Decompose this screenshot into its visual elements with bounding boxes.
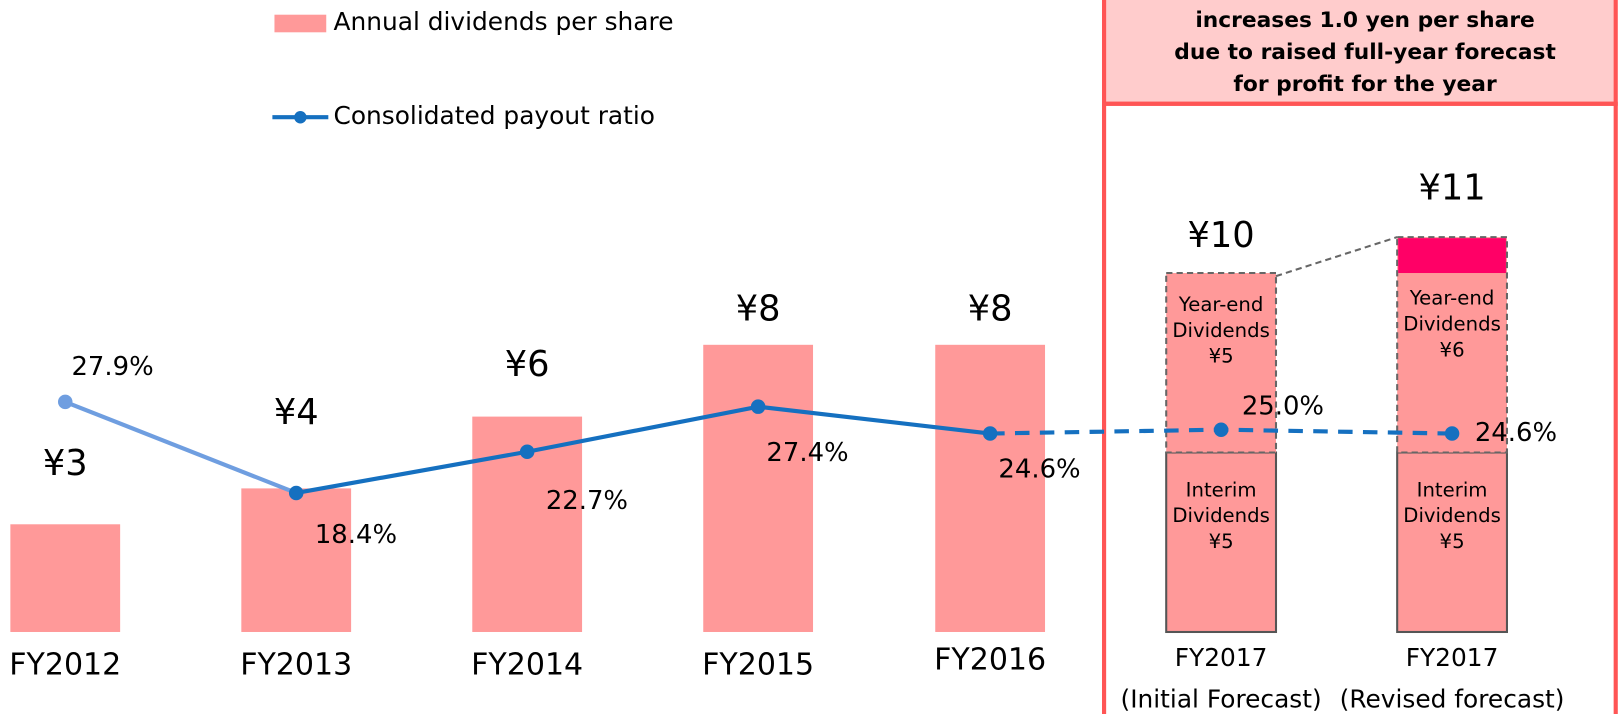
line-value-label: 27.4% bbox=[766, 438, 848, 468]
interim-label: Interim Dividends bbox=[1403, 478, 1501, 528]
year-end-label: Year-end Dividends bbox=[1172, 293, 1270, 343]
line-point bbox=[519, 444, 535, 459]
annotation-line: for profit for the year bbox=[1233, 72, 1497, 97]
x-tick-label: FY2014 bbox=[471, 648, 583, 683]
annotation-line: increases 1.0 yen per share bbox=[1195, 8, 1535, 33]
year-end-label: Year-end Dividends bbox=[1403, 286, 1501, 336]
year-end-value-box: ¥5 bbox=[1208, 345, 1234, 369]
line-point bbox=[1444, 426, 1460, 441]
line-point bbox=[58, 394, 73, 410]
line-point bbox=[288, 485, 304, 501]
x-tick-label: FY2015 bbox=[702, 648, 814, 683]
bar bbox=[703, 344, 814, 632]
legend-label: Annual dividends per share bbox=[334, 7, 674, 36]
x-tick-label: (Initial Forecast) bbox=[1121, 684, 1322, 713]
interim-segment bbox=[1165, 451, 1278, 634]
bar-value-label: ¥8 bbox=[736, 289, 781, 330]
interim-value-box: ¥5 bbox=[1439, 530, 1465, 553]
bar-value-label: ¥3 bbox=[43, 443, 88, 484]
bar-value-label: ¥10 bbox=[1188, 215, 1255, 256]
line-value-label: 24.6% bbox=[1475, 418, 1557, 448]
interim-label-box: Interim Dividends bbox=[1172, 478, 1270, 528]
year-end-value-box: ¥6 bbox=[1439, 338, 1465, 362]
bar-value-label: ¥8 bbox=[968, 289, 1013, 330]
line-point bbox=[1213, 422, 1229, 437]
line-segment bbox=[295, 404, 991, 496]
interim-value: ¥5 bbox=[1208, 530, 1234, 553]
x-tick-label: FY2017 bbox=[1406, 643, 1499, 672]
line-value-label: 18.4% bbox=[315, 520, 397, 550]
bar bbox=[10, 524, 121, 632]
interim-value: ¥5 bbox=[1439, 530, 1465, 553]
interim-value-box: ¥5 bbox=[1208, 530, 1234, 553]
line-value-label: 25.0% bbox=[1242, 391, 1324, 421]
x-tick-label: FY2017 bbox=[1175, 643, 1268, 672]
interim-segment bbox=[1396, 451, 1508, 634]
annotation-box bbox=[1102, 0, 1618, 106]
line-value-label: 27.9% bbox=[71, 352, 153, 382]
line-point bbox=[750, 399, 766, 414]
legend-label: Consolidated payout ratio bbox=[334, 101, 656, 130]
year-end-segment bbox=[1396, 236, 1508, 454]
interim-label-box: Interim Dividends bbox=[1403, 478, 1501, 528]
bar-value-label: ¥4 bbox=[274, 392, 319, 433]
x-tick-label: FY2012 bbox=[9, 648, 121, 683]
year-end-label-box: Year-end Dividends bbox=[1172, 293, 1270, 343]
year-end-value: ¥5 bbox=[1208, 345, 1234, 369]
increase-segment bbox=[1398, 238, 1506, 274]
connector bbox=[1275, 236, 1398, 278]
interim-label: Interim Dividends bbox=[1172, 478, 1270, 528]
line-value-label: 22.7% bbox=[546, 486, 628, 516]
year-end-value: ¥6 bbox=[1439, 338, 1465, 362]
bar bbox=[935, 344, 1046, 632]
bar-value-label: ¥11 bbox=[1418, 167, 1485, 208]
bar bbox=[241, 488, 352, 632]
x-tick-label: FY2016 bbox=[934, 642, 1046, 677]
bar-value-label: ¥6 bbox=[505, 344, 550, 385]
annotation-line: due to raised full-year forecast bbox=[1174, 40, 1556, 65]
line-segment bbox=[64, 399, 297, 495]
line-value-label: 24.6% bbox=[998, 454, 1080, 484]
forecast-frame bbox=[1102, 101, 1618, 714]
legend-swatch bbox=[294, 111, 307, 124]
year-end-label-box: Year-end Dividends bbox=[1403, 286, 1501, 336]
x-tick-label: FY2013 bbox=[240, 648, 352, 683]
x-tick-label: (Revised forecast) bbox=[1340, 684, 1565, 713]
legend-swatch bbox=[274, 14, 327, 33]
line-point bbox=[982, 426, 998, 441]
